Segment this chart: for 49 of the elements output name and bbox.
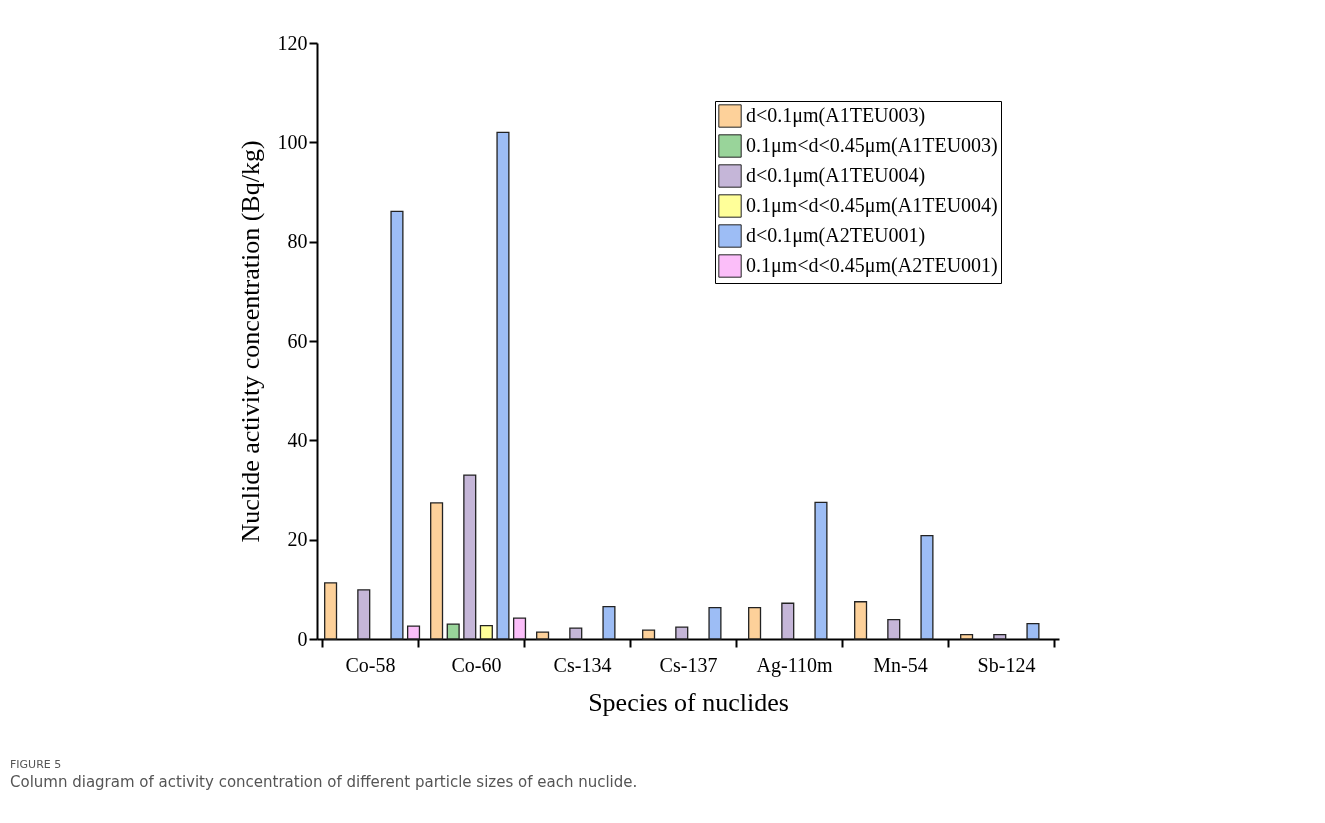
bar: [463, 474, 477, 640]
x-tick-label: Cs-134: [553, 653, 612, 676]
x-tick-label: Mn-54: [873, 653, 928, 676]
bar: [920, 535, 934, 640]
bar: [854, 601, 868, 640]
legend-label: 0.1μm<d<0.45μm(A1TEU004): [746, 194, 998, 217]
y-tick-label: 40: [287, 428, 308, 451]
y-tick-label: 120: [277, 31, 308, 54]
x-tick-label: Sb-124: [977, 653, 1036, 676]
bar: [814, 501, 828, 640]
bar: [324, 582, 338, 640]
legend-label: 0.1μm<d<0.45μm(A1TEU003): [746, 134, 998, 157]
bar: [1026, 622, 1040, 640]
legend-label: 0.1μm<d<0.45μm(A2TEU001): [746, 254, 998, 277]
bar: [675, 626, 689, 640]
bar: [390, 210, 404, 640]
text: Column diagram of activity concentration of different particle sizes of each nuclide.: [10, 773, 638, 791]
x-tick-label: Co-58: [345, 653, 396, 676]
bar: [748, 607, 762, 640]
bar: [960, 633, 974, 640]
legend-label: d<0.1μm(A1TEU004): [746, 164, 926, 187]
bar: [569, 627, 583, 640]
x-tick-label: Ag-110m: [756, 653, 833, 677]
caption: FIGURE 5: [10, 758, 63, 771]
bar: [536, 631, 550, 640]
legend-label: d<0.1μm(A1TEU003): [746, 104, 926, 127]
bar: [496, 131, 510, 640]
bar: [357, 589, 371, 640]
bar: [512, 617, 527, 640]
x-tick-label: Co-60: [451, 653, 502, 676]
y-axis-title: Nuclide activity concentration (Bq/kg): [235, 140, 265, 543]
bar: [642, 629, 656, 640]
y-tick-label: 0: [297, 627, 308, 650]
bar: [781, 602, 795, 640]
y-tick-label: 60: [287, 329, 308, 352]
bar: [887, 618, 901, 640]
y-tick-label: 20: [287, 528, 308, 551]
bar: [602, 606, 616, 640]
x-axis-title: Species of nuclides: [588, 687, 789, 717]
bar: [479, 624, 493, 640]
bar: [446, 623, 460, 640]
bar: [708, 607, 722, 640]
bar: [993, 633, 1007, 640]
legend-label: d<0.1μm(A2TEU001): [746, 224, 926, 247]
x-tick-label: Cs-137: [659, 653, 718, 676]
bar: [406, 625, 421, 640]
bar: [430, 502, 444, 640]
y-tick-label: 80: [287, 230, 308, 253]
y-tick-label: 100: [277, 130, 308, 153]
